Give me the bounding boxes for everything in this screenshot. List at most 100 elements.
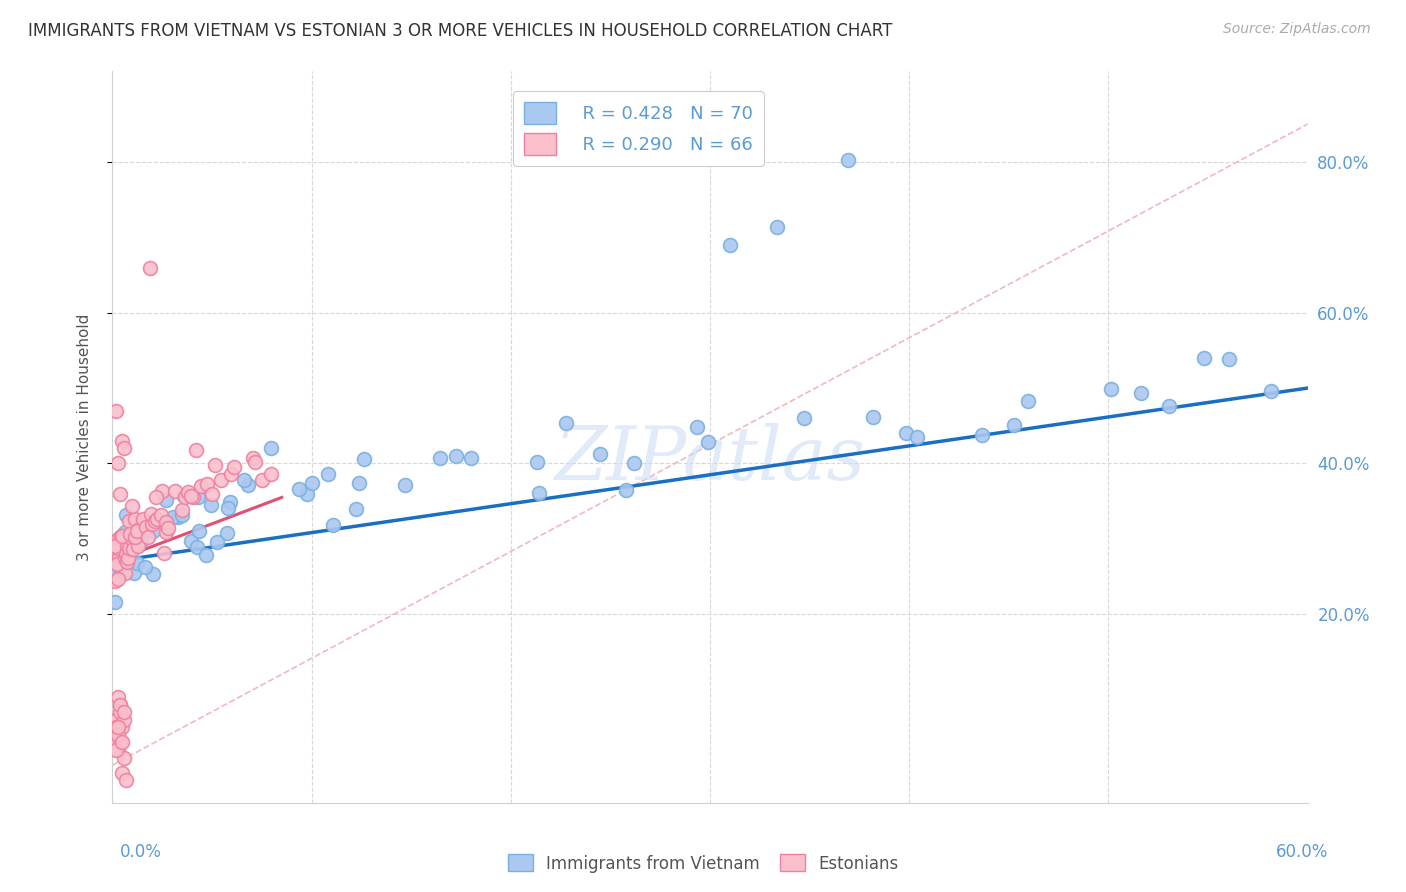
Point (114, 750, 135, 764)
Point (124, 512, 146, 526)
Point (107, 572, 129, 586)
Point (1002, 417, 1025, 432)
Point (697, 435, 720, 450)
Point (104, 540, 127, 554)
Point (167, 510, 190, 524)
Point (217, 501, 239, 516)
Point (200, 499, 222, 513)
Point (905, 430, 928, 444)
Point (105, 720, 128, 734)
Point (114, 713, 135, 727)
Point (107, 743, 129, 757)
Point (111, 735, 134, 749)
Point (105, 558, 128, 572)
Text: Source: ZipAtlas.com: Source: ZipAtlas.com (1223, 22, 1371, 37)
Y-axis label: 3 or more Vehicles in Household: 3 or more Vehicles in Household (77, 313, 91, 561)
Point (259, 442, 281, 456)
Point (111, 720, 134, 734)
Point (142, 566, 165, 581)
Point (190, 479, 212, 493)
Point (250, 473, 273, 487)
Point (209, 473, 232, 487)
Point (131, 512, 153, 526)
Point (107, 728, 129, 742)
Point (222, 460, 245, 475)
Point (149, 508, 172, 522)
Point (139, 507, 162, 521)
Point (107, 541, 129, 555)
Point (353, 451, 375, 466)
Point (103, 735, 125, 749)
Point (623, 456, 645, 470)
Point (111, 434, 134, 448)
Point (110, 531, 132, 545)
Point (288, 482, 311, 496)
Point (122, 520, 145, 534)
Point (720, 237, 742, 252)
Point (110, 706, 132, 720)
Text: 0.0%: 0.0% (120, 843, 162, 861)
Point (243, 454, 266, 468)
Point (301, 475, 323, 490)
Point (110, 566, 132, 580)
Point (163, 484, 186, 499)
Point (155, 515, 177, 529)
Point (204, 458, 226, 472)
Point (115, 547, 138, 561)
Point (589, 447, 612, 461)
Point (107, 690, 129, 705)
Point (110, 552, 132, 566)
Point (429, 450, 451, 465)
Text: 60.0%: 60.0% (1277, 843, 1329, 861)
Point (186, 540, 208, 554)
Point (107, 728, 129, 742)
Point (219, 467, 242, 481)
Point (145, 512, 167, 526)
Point (136, 530, 159, 544)
Point (104, 574, 127, 589)
Point (114, 566, 136, 581)
Point (134, 560, 156, 574)
Point (322, 518, 344, 533)
Point (107, 532, 129, 546)
Point (110, 735, 132, 749)
Point (142, 524, 165, 538)
Point (101, 553, 124, 567)
Point (1017, 393, 1039, 408)
Point (101, 566, 124, 580)
Point (181, 490, 204, 504)
Point (896, 425, 918, 440)
Point (614, 483, 637, 498)
Point (157, 521, 180, 535)
Point (207, 535, 229, 549)
Point (118, 514, 141, 528)
Legend:   R = 0.428   N = 70,   R = 0.290   N = 66: R = 0.428 N = 70, R = 0.290 N = 66 (513, 91, 763, 166)
Point (114, 550, 136, 565)
Point (107, 720, 129, 734)
Point (837, 153, 859, 167)
Point (124, 530, 146, 544)
Point (101, 560, 124, 574)
Point (295, 487, 318, 501)
Point (446, 449, 468, 463)
Text: ZIPatlas: ZIPatlas (554, 423, 866, 495)
Point (215, 525, 238, 540)
Point (232, 473, 254, 487)
Point (118, 541, 141, 555)
Point (141, 516, 163, 531)
Point (115, 539, 138, 553)
Point (184, 442, 207, 457)
Point (180, 489, 202, 503)
Point (105, 743, 128, 757)
Point (970, 428, 993, 442)
Point (129, 534, 152, 549)
Point (117, 550, 139, 565)
Point (110, 558, 132, 573)
Point (555, 416, 578, 430)
Point (162, 509, 184, 524)
Point (1194, 351, 1216, 365)
Point (110, 529, 132, 543)
Point (145, 491, 167, 505)
Point (173, 489, 195, 503)
Point (143, 514, 166, 528)
